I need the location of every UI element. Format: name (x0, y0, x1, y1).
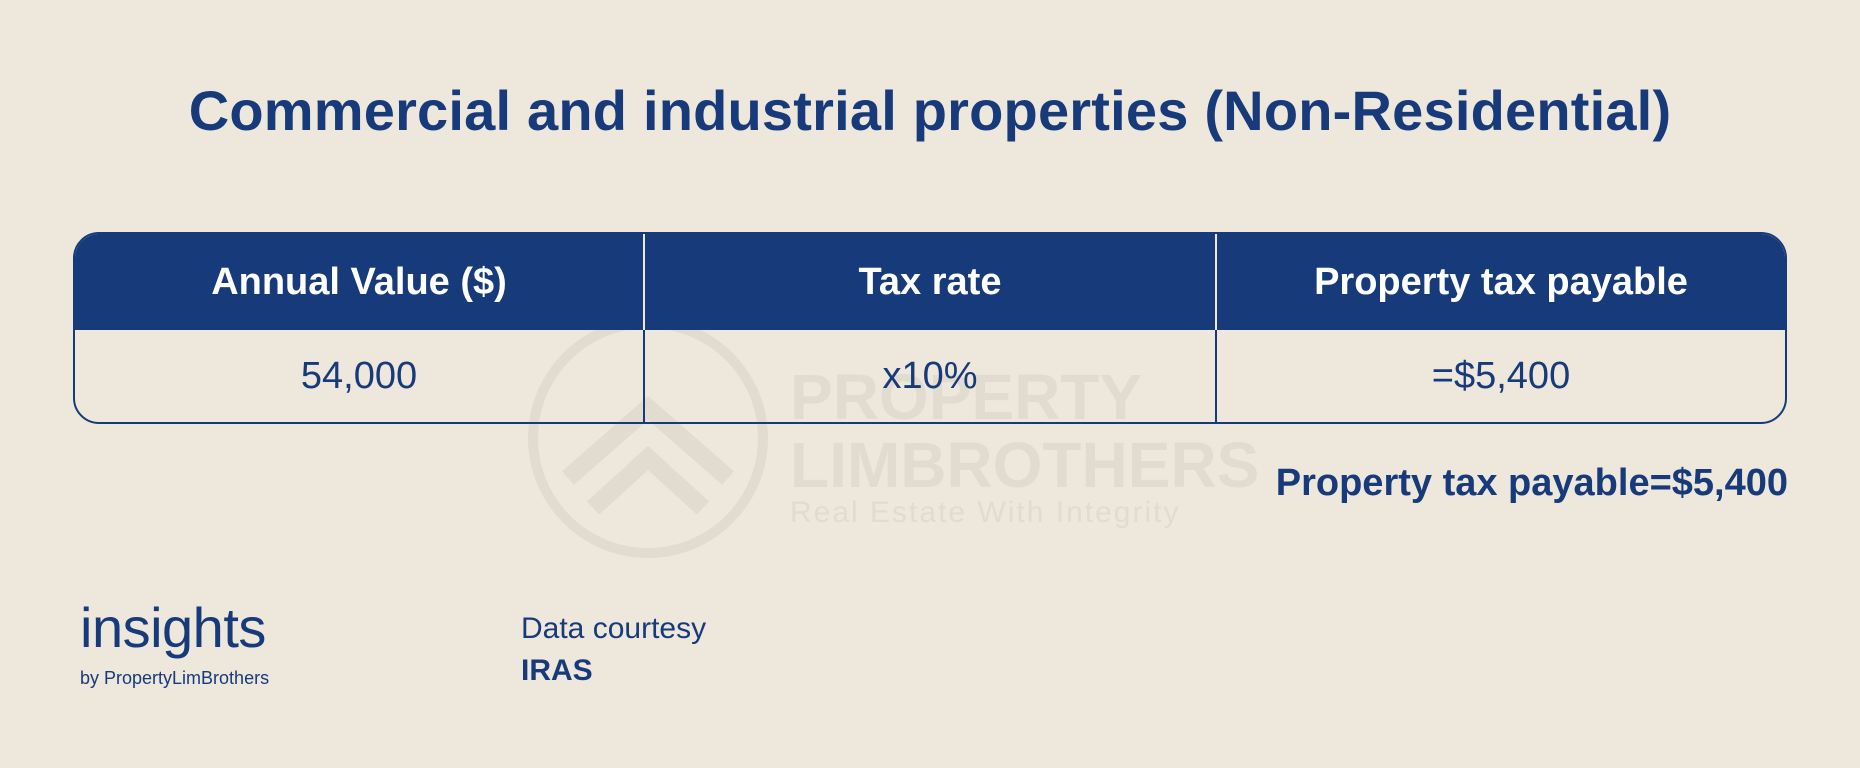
cell-annual-value: 54,000 (75, 330, 645, 422)
credit-source: IRAS (521, 654, 593, 687)
watermark-line2: LIMBROTHERS (790, 429, 1260, 501)
data-credit: Data courtesy IRAS (521, 612, 706, 688)
header-annual-value: Annual Value ($) (75, 234, 645, 330)
credit-label: Data courtesy (521, 612, 707, 645)
cell-property-tax-payable: =$5,400 (1431, 354, 1571, 397)
brand-logo: insights by PropertyLimBrothers (80, 600, 269, 689)
header-property-tax-payable: Property tax payable (1217, 234, 1785, 330)
cell-tax-rate: x10% (645, 330, 1217, 422)
tax-table: Annual Value ($) Tax rate Property tax p… (73, 232, 1787, 424)
page-title: Commercial and industrial properties (No… (188, 79, 1672, 142)
header-tax-rate: Tax rate (645, 234, 1217, 330)
brand-name: insights (80, 596, 266, 659)
watermark-tagline: Real Estate With Integrity (790, 496, 1181, 529)
tax-summary: Property tax payable=$5,400 (1275, 462, 1788, 504)
brand-byline: by PropertyLimBrothers (80, 668, 270, 688)
